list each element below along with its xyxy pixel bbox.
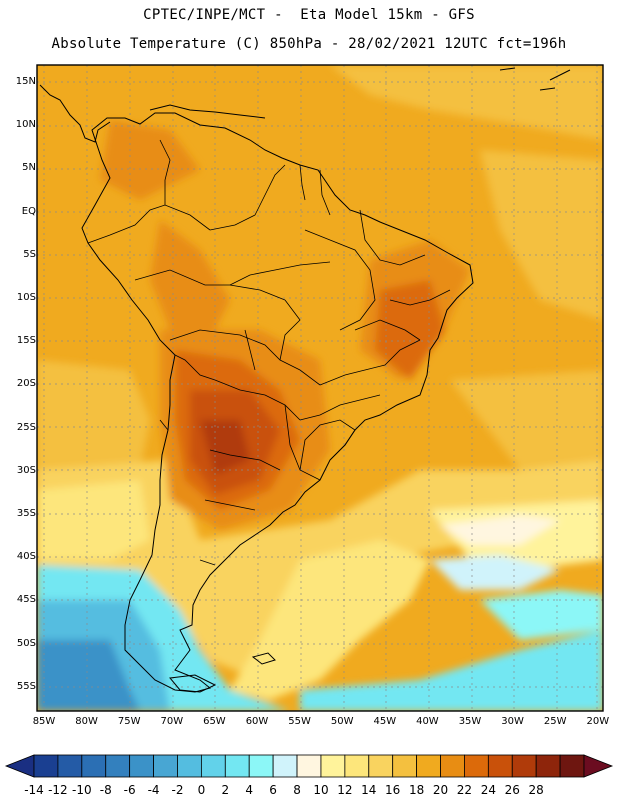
colorbar-label: -4: [147, 783, 160, 797]
lon-label: 65W: [203, 716, 226, 727]
colorbar-label: 24: [480, 783, 496, 797]
colorbar-cell: [392, 754, 418, 778]
lat-label: 45S: [16, 594, 36, 606]
lat-label: 55S: [16, 680, 36, 692]
lon-label: 40W: [416, 716, 439, 727]
colorbar-cell: [224, 754, 250, 778]
colorbar-cell: [248, 754, 274, 778]
lon-label: 35W: [458, 716, 482, 727]
lon-label: 50W: [330, 716, 354, 727]
lon-label: 80W: [75, 716, 98, 727]
colorbar-cell: [272, 754, 298, 778]
caribbean-coast: [149, 104, 266, 119]
colorbar-cell: [344, 754, 370, 778]
colorbar-label: -6: [123, 783, 136, 797]
colorbar-label: 10: [313, 783, 329, 797]
lon-label: 70W: [160, 716, 184, 727]
colorbar-cell: [440, 754, 465, 778]
colorbar-cell: [57, 754, 83, 778]
lon-label: 60W: [245, 716, 269, 727]
colorbar-cell: [559, 754, 585, 778]
colorbar-cell: [105, 754, 131, 778]
lat-label: 15S: [16, 335, 36, 347]
lat-label: 5N: [22, 162, 36, 174]
colorbar-cell: [511, 754, 537, 778]
colorbar-label: -2: [171, 783, 184, 797]
colorbar-label: 6: [269, 783, 277, 797]
map-subtitle: Absolute Temperature (C) 850hPa - 28/02/…: [51, 36, 567, 52]
colorbar-label: 22: [456, 783, 473, 797]
lon-label: 55W: [288, 716, 311, 727]
lat-label: 15N: [15, 76, 36, 87]
lon-label: 85W: [32, 716, 56, 727]
colorbar-cell: [33, 754, 59, 778]
colorbar-cell: [296, 754, 322, 778]
central-america-outline: [39, 84, 111, 143]
lat-label: 50S: [16, 637, 36, 649]
colorbar-label: 14: [361, 783, 377, 797]
colorbar-cell: [535, 754, 561, 778]
colorbar-label: 26: [504, 783, 520, 797]
colorbar-right-arrow: [583, 754, 614, 778]
lat-label: 40S: [16, 551, 36, 563]
lon-label: 25W: [543, 716, 567, 727]
colorbar-cell: [81, 754, 107, 778]
colorbar-label: -10: [72, 783, 92, 797]
colorbar-label: 4: [245, 783, 254, 797]
lon-label: 75W: [117, 716, 141, 727]
lat-label: 30S: [16, 464, 36, 476]
colorbar-label: 20: [432, 783, 449, 797]
caribbean-islands: [499, 67, 571, 91]
colorbar-cell: [368, 754, 394, 778]
colorbar-label: 18: [408, 783, 425, 797]
lat-label: 5S: [23, 248, 36, 260]
colorbar-cell: [153, 754, 178, 778]
lon-label: 30W: [501, 716, 524, 727]
country-borders: [87, 139, 451, 566]
lat-label: 35S: [16, 508, 36, 519]
colorbar-cell: [200, 754, 226, 778]
colorbar-label: 28: [528, 783, 544, 797]
colorbar-label: 2: [221, 783, 230, 797]
temperature-field: [37, 65, 603, 711]
lat-label: EQ: [21, 205, 36, 217]
lat-label: 25S: [16, 421, 36, 433]
colorbar-label: 8: [293, 783, 301, 797]
colorbar-label: -14: [24, 783, 44, 797]
colorbar-cell: [487, 754, 513, 778]
colorbar: [4, 754, 614, 778]
colorbar-cell: [320, 754, 346, 778]
colorbar-label: 0: [197, 783, 206, 797]
colorbar-cell: [129, 754, 154, 778]
tierra-del-fuego: [169, 674, 217, 693]
map-frame: [36, 64, 604, 712]
colorbar-label: -12: [48, 783, 68, 797]
lon-label: 45W: [373, 716, 397, 727]
lat-label: 10S: [16, 292, 36, 303]
map-title: CPTEC/INPE/MCT - Eta Model 15km - GFS: [143, 7, 475, 23]
colorbar-label: 16: [385, 783, 401, 797]
colorbar-label: -8: [99, 783, 112, 797]
falklands: [251, 652, 276, 665]
colorbar-cell: [177, 754, 202, 778]
colorbar-cell: [464, 754, 489, 778]
colorbar-cell: [416, 754, 441, 778]
lon-label: 20W: [586, 716, 610, 727]
lat-label: 10N: [15, 119, 36, 131]
lat-label: 20S: [16, 378, 36, 390]
grid-lines: [37, 65, 603, 711]
colorbar-label: 12: [337, 783, 353, 797]
colorbar-left-arrow: [4, 754, 35, 778]
